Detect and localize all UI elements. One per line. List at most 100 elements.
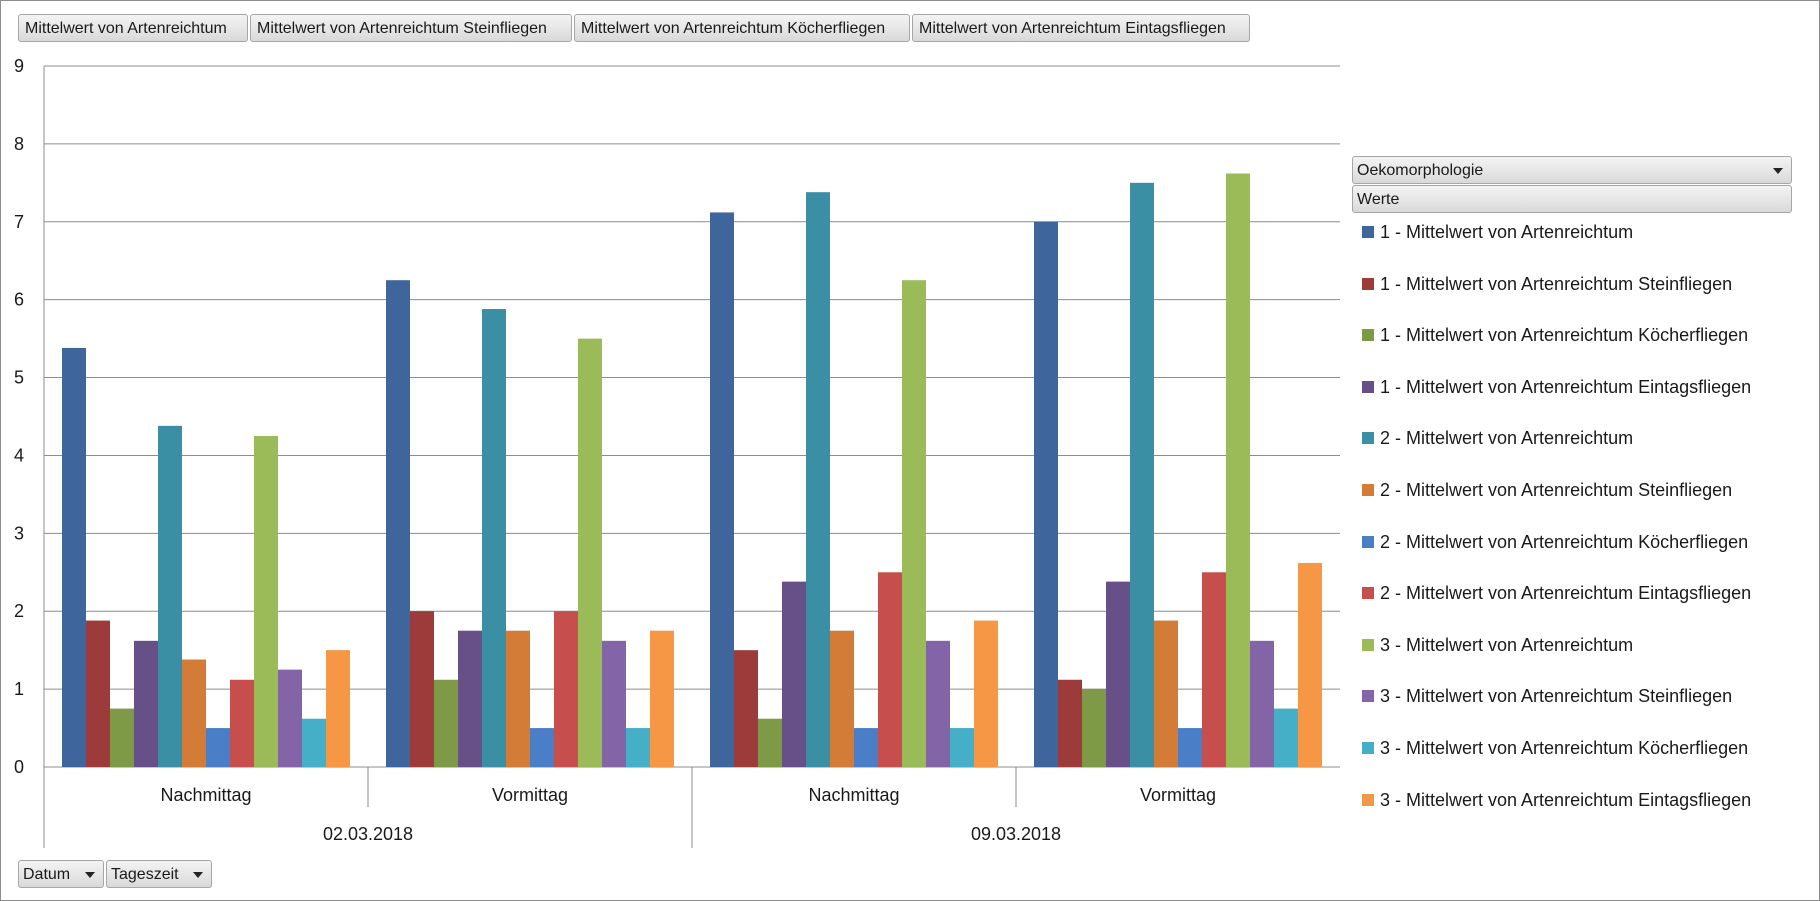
legend-swatch (1362, 329, 1374, 342)
bar (1058, 679, 1082, 767)
chevron-down-icon (193, 872, 203, 878)
x-group-label: 09.03.2018 (971, 824, 1061, 844)
legend-swatch (1362, 226, 1374, 238)
bar-chart: 0 1 2 3 4 5 6 7 8 9 Nachmittag Vormittag Nachmittag V… (14, 56, 1340, 848)
field-button-steinfliegen[interactable]: Mittelwert von Artenreichtum Steinfliege… (250, 14, 572, 42)
bar (854, 728, 878, 767)
legend-values-field-label: Werte (1357, 191, 1400, 208)
bar (254, 435, 278, 767)
bar (1178, 728, 1202, 767)
legend-swatch (1362, 432, 1374, 445)
bar (182, 659, 206, 767)
bar (530, 728, 554, 767)
bar (974, 620, 998, 767)
y-tick-label: 6 (14, 290, 24, 310)
x-category-label: Vormittag (1140, 785, 1216, 805)
legend-label: 2 - Mittelwert von Artenreichtum Steinfl… (1380, 480, 1733, 500)
field-button-eintagsfliegen[interactable]: Mittelwert von Artenreichtum Eintagsflie… (912, 14, 1250, 42)
bar (950, 728, 974, 767)
bar (278, 669, 302, 767)
time-field-label: Tageszeit (111, 866, 179, 883)
bar (782, 581, 806, 767)
bar (926, 640, 950, 767)
legend-values-field-button[interactable]: Werte (1352, 185, 1792, 213)
legend-swatch (1362, 587, 1374, 600)
y-tick-label: 9 (14, 56, 24, 76)
y-tick-label: 0 (14, 757, 24, 777)
bar (506, 630, 530, 767)
y-tick-label: 8 (14, 134, 24, 154)
legend-swatch (1362, 742, 1374, 754)
bar (578, 338, 602, 767)
bar (434, 679, 458, 767)
bar (650, 630, 674, 767)
legend-label: 2 - Mittelwert von Artenreichtum Eintags… (1380, 583, 1752, 604)
legend-swatch (1362, 690, 1374, 703)
bar (1226, 173, 1250, 767)
legend-swatch (1362, 638, 1374, 651)
bar (206, 728, 230, 767)
bar (1106, 581, 1130, 767)
legend-label: 2 - Mittelwert von Artenreichtum Köcherf… (1380, 531, 1749, 552)
bar (1082, 689, 1106, 767)
chevron-down-icon (1773, 168, 1783, 174)
legend-series-field-dropdown[interactable]: Oekomorphologie (1352, 156, 1792, 184)
legend-label: 1 - Mittelwert von Artenreichtum Köcherf… (1380, 325, 1749, 346)
date-field-label: Datum (23, 866, 71, 883)
bar (158, 425, 182, 767)
bar (482, 309, 506, 767)
legend-label: 3 - Mittelwert von Artenreichtum Steinfl… (1380, 686, 1733, 707)
bar (758, 718, 782, 767)
bar (830, 630, 854, 767)
field-button-artenreichtum[interactable]: Mittelwert von Artenreichtum (18, 14, 248, 42)
field-button-koecherfliegen[interactable]: Mittelwert von Artenreichtum Köcherflieg… (574, 14, 910, 42)
legend-label: 1 - Mittelwert von Artenreichtum Steinfl… (1380, 273, 1733, 294)
bar (302, 718, 326, 767)
bar (554, 611, 578, 767)
y-tick-label: 7 (14, 212, 24, 232)
legend-swatch (1362, 277, 1374, 290)
bar (62, 347, 86, 767)
bar (1034, 221, 1058, 767)
y-tick-label: 4 (14, 445, 24, 465)
bar (1250, 640, 1274, 767)
bar (458, 630, 482, 767)
legend-series-field-label: Oekomorphologie (1357, 162, 1484, 179)
legend-label: 1 - Mittelwert von Artenreichtum Eintags… (1380, 376, 1752, 397)
bar (410, 611, 434, 767)
bar (602, 640, 626, 767)
x-category-label: Nachmittag (808, 785, 899, 805)
legend-swatch (1362, 380, 1374, 393)
bar (878, 572, 902, 767)
legend-swatch (1362, 484, 1374, 496)
bar (734, 650, 758, 767)
bar (1202, 572, 1226, 767)
bar (326, 650, 350, 767)
bar (626, 728, 650, 767)
bar (1274, 708, 1298, 767)
bar (386, 280, 410, 767)
x-group-label: 02.03.2018 (323, 824, 413, 844)
time-field-dropdown[interactable]: Tageszeit (106, 860, 212, 888)
y-tick-label: 1 (14, 679, 24, 699)
y-tick-label: 3 (14, 523, 24, 543)
bar (710, 212, 734, 768)
bar (230, 679, 254, 767)
bar (110, 708, 134, 767)
bar (134, 640, 158, 767)
legend-label: 3 - Mittelwert von Artenreichtum Eintags… (1380, 789, 1752, 810)
bar (902, 280, 926, 767)
legend-label: 3 - Mittelwert von Artenreichtum (1380, 634, 1634, 655)
legend-label: 1 - Mittelwert von Artenreichtum (1380, 222, 1634, 242)
bar (806, 192, 830, 767)
y-tick-label: 2 (14, 601, 24, 621)
legend-label: 3 - Mittelwert von Artenreichtum Köcherf… (1380, 738, 1749, 758)
bar (1154, 620, 1178, 767)
y-tick-label: 5 (14, 368, 24, 388)
legend-swatch (1362, 793, 1374, 806)
legend-swatch (1362, 535, 1374, 548)
bar (86, 620, 110, 767)
legend-label: 2 - Mittelwert von Artenreichtum (1380, 428, 1634, 449)
date-field-dropdown[interactable]: Datum (18, 860, 104, 888)
chevron-down-icon (85, 872, 95, 878)
